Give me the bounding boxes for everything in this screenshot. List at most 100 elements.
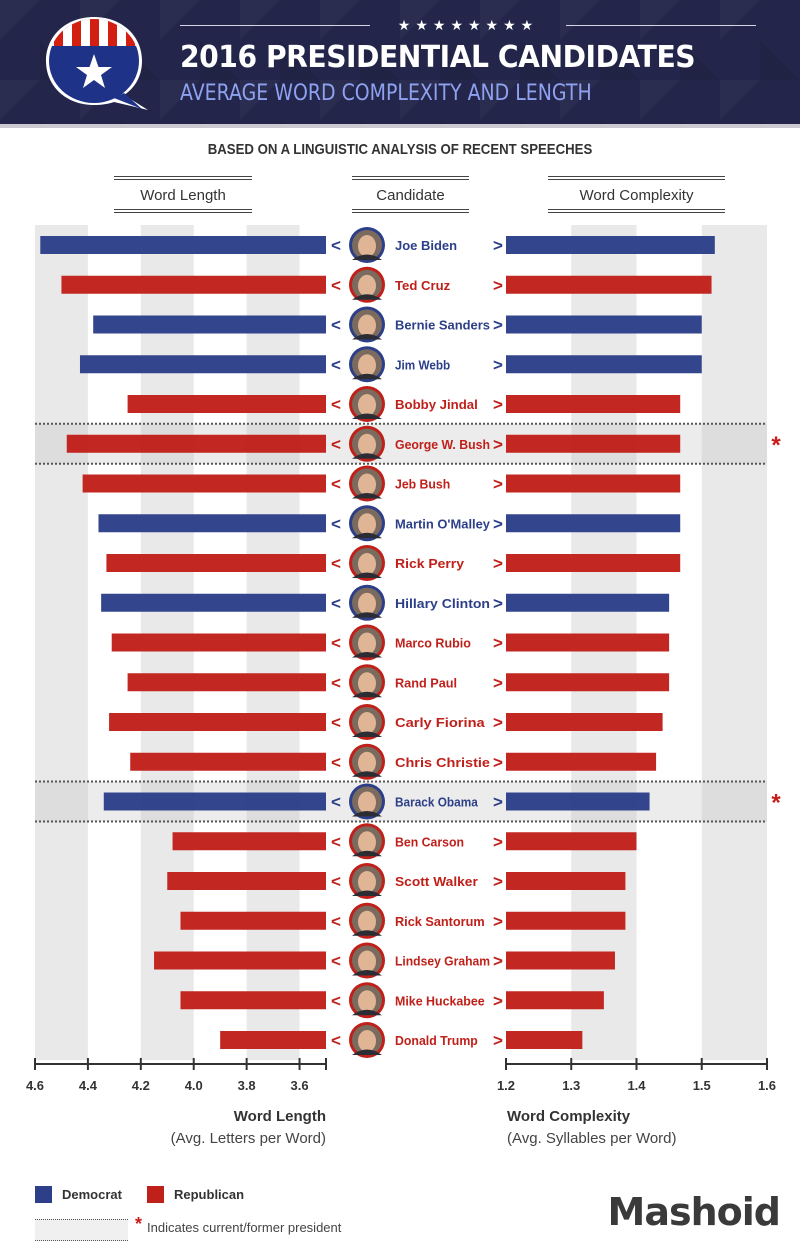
avatar-face: [358, 950, 376, 973]
word-length-tick-label: 3.8: [238, 1078, 256, 1093]
candidate-name: Rand Paul: [395, 675, 457, 690]
chart-canvas: ** < >Joe Biden< >Ted Cruz< >Bernie Sanders…: [26, 225, 781, 1093]
candidate-row: < > Mike Huckabee: [331, 982, 503, 1019]
avatar-face: [358, 791, 376, 814]
candidate-row: < > Carly Fiorina: [331, 704, 503, 740]
legend-president-note: Indicates current/former president: [147, 1220, 342, 1235]
word-complexity-axis: 1.2 1.3 1.4 1.5 1.6: [497, 1058, 776, 1093]
right-arrow-icon: >: [493, 355, 503, 374]
avatar-suit: [352, 1049, 382, 1055]
avatar-face: [358, 672, 376, 695]
right-arrow-icon: >: [493, 991, 503, 1010]
candidate-name: Marco Rubio: [395, 636, 471, 651]
left-arrow-icon: <: [331, 872, 341, 891]
avatar-suit: [352, 930, 382, 936]
candidate-name: Ted Cruz: [395, 278, 451, 293]
avatar-face: [358, 314, 376, 337]
divider-line-left: [180, 25, 370, 26]
stars-divider: ★★★★★★★★: [180, 16, 756, 36]
left-arrow-icon: <: [331, 554, 341, 573]
word-complexity-bar: [506, 673, 670, 692]
avatar-face: [358, 473, 376, 496]
candidate-avatar: [349, 783, 385, 820]
right-arrow-icon: >: [493, 316, 503, 335]
right-arrow-icon: >: [493, 634, 503, 653]
avatar-suit: [352, 652, 382, 658]
word-length-bar: [111, 633, 326, 652]
candidate-row: < >Martin O'Malley: [331, 505, 503, 542]
right-arrow-icon: >: [493, 753, 503, 772]
word-length-bar: [109, 713, 326, 731]
stars-icon: ★★★★★★★★: [397, 17, 539, 33]
left-arrow-icon: <: [331, 793, 341, 812]
word-complexity-axis-title: Word Complexity: [507, 1108, 631, 1125]
avatar-face: [358, 632, 376, 655]
legend-label-republican: Republican: [174, 1187, 245, 1202]
right-arrow-icon: >: [493, 475, 503, 494]
candidate-row: < >George W. Bush: [331, 425, 503, 462]
left-arrow-icon: <: [331, 316, 341, 335]
avatar-face: [358, 274, 376, 297]
word-length-tick-label: 3.6: [291, 1078, 309, 1093]
word-length-bar: [79, 355, 327, 374]
candidate-name: Hillary Clinton: [395, 596, 490, 611]
avatar-face: [358, 553, 376, 575]
candidate-name: Scott Walker: [395, 874, 478, 889]
candidate-avatar: [349, 465, 385, 502]
legend-highlight-band: [35, 1219, 128, 1241]
avatar-face: [358, 910, 376, 933]
candidate-row: < >Bernie Sanders: [331, 306, 503, 343]
flag-speech-bubble-logo: [46, 17, 148, 110]
word-length-bar: [130, 752, 326, 771]
candidate-name: Barack Obama: [395, 795, 478, 810]
candidate-row: < > Scott Walker: [331, 863, 503, 899]
avatar-face: [358, 712, 376, 734]
candidate-row: < >Lindsey Graham: [331, 942, 503, 979]
legend-label-democrat: Democrat: [62, 1187, 122, 1202]
avatar-suit: [352, 453, 382, 459]
avatar-suit: [352, 294, 382, 300]
right-arrow-icon: >: [493, 514, 503, 533]
candidate-name: Rick Perry: [395, 556, 465, 571]
divider-line-right: [566, 25, 756, 26]
word-complexity-bar: [506, 593, 670, 612]
candidate-name: Lindsey Graham: [395, 954, 490, 969]
word-length-tick-label: 4.0: [185, 1078, 203, 1093]
candidate-avatar: [349, 346, 385, 383]
right-arrow-icon: >: [493, 395, 503, 414]
word-complexity-tick-label: 1.4: [627, 1078, 646, 1093]
left-arrow-icon: <: [331, 276, 341, 295]
candidate-avatar: [349, 982, 385, 1019]
word-complexity-bar: [506, 355, 702, 374]
left-arrow-icon: <: [331, 475, 341, 494]
candidate-avatar: [349, 823, 385, 860]
avatar-suit: [352, 1009, 382, 1016]
word-length-bar: [172, 832, 326, 851]
candidate-name: Donald Trump: [395, 1033, 478, 1048]
column-header-word-length: Word Length: [114, 176, 252, 213]
word-complexity-tick-label: 1.6: [758, 1078, 776, 1093]
header-divider: [0, 124, 800, 128]
right-arrow-icon: >: [493, 912, 503, 931]
word-complexity-bar: [506, 474, 681, 493]
candidate-name: Jeb Bush: [395, 477, 450, 492]
candidate-avatar: [349, 743, 385, 780]
candidate-row: < > Donald Trump: [331, 1022, 503, 1058]
left-arrow-icon: <: [331, 435, 341, 454]
avatar-suit: [352, 493, 382, 499]
candidate-avatar: [349, 545, 385, 581]
right-arrow-icon: >: [493, 832, 503, 851]
left-arrow-icon: <: [331, 952, 341, 971]
right-arrow-icon: >: [493, 435, 503, 454]
word-complexity-bar: [506, 633, 670, 652]
left-arrow-icon: <: [331, 594, 341, 613]
avatar-face: [358, 513, 376, 536]
avatar-suit: [352, 373, 382, 380]
avatar-face: [358, 871, 376, 893]
word-length-bar: [154, 951, 326, 970]
word-complexity-axis-subtitle: (Avg. Syllables per Word): [507, 1130, 677, 1147]
left-arrow-icon: <: [331, 912, 341, 931]
word-complexity-tick-label: 1.5: [693, 1078, 711, 1093]
right-arrow-icon: >: [493, 793, 503, 812]
candidate-avatar: [349, 863, 385, 899]
